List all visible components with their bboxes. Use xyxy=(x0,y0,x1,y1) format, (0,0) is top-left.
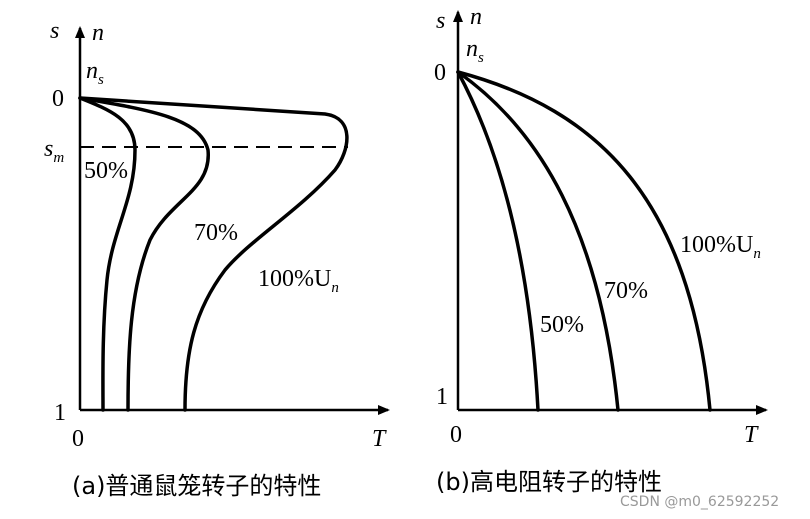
label: n xyxy=(86,58,98,84)
tick-label: 1 xyxy=(54,400,66,426)
curve-label: 70% xyxy=(604,278,648,304)
axis-label: n xyxy=(92,20,104,46)
watermark: CSDN @m0_62592252 xyxy=(620,494,779,510)
panel-b: s n ns 0 1 0 T 50% 70% 100%Un (b)高电阻转子的特… xyxy=(434,4,768,496)
axis-label: ns xyxy=(466,36,484,66)
axis-label: n xyxy=(470,4,482,30)
label-sub: n xyxy=(753,246,761,262)
curve-50 xyxy=(456,70,540,412)
tick-label: 0 xyxy=(52,86,64,112)
label-sub: n xyxy=(331,280,339,296)
axis-label: s xyxy=(50,18,59,44)
label-sub: s xyxy=(98,72,104,88)
curve-100 xyxy=(456,70,712,412)
caption: (b)高电阻转子的特性 xyxy=(436,468,662,496)
label-sub: s xyxy=(478,50,484,66)
label: n xyxy=(466,36,478,62)
tick-label: 1 xyxy=(436,384,448,410)
axis-label: s xyxy=(436,8,445,34)
curve-50 xyxy=(78,96,137,412)
tick-label: 0 xyxy=(450,422,462,448)
axis-label: ns xyxy=(86,58,104,88)
tick-label: 0 xyxy=(434,60,446,86)
axis-label: T xyxy=(744,422,759,448)
tick-label: 0 xyxy=(72,426,84,452)
label-sub: m xyxy=(53,150,64,166)
label: 100%U xyxy=(680,232,753,258)
curve-100 xyxy=(78,96,349,412)
curve-label: 100%Un xyxy=(258,266,339,296)
caption: (a)普通鼠笼转子的特性 xyxy=(72,472,321,500)
label: 100%U xyxy=(258,266,331,292)
curve-label: 50% xyxy=(84,158,128,184)
curve-label: 100%Un xyxy=(680,232,761,262)
axis-label: T xyxy=(372,426,387,452)
curve-label: 70% xyxy=(194,220,238,246)
curve-70 xyxy=(78,96,210,412)
panel-a: s n ns 0 sm 1 0 T 50% 70% 100%Un (a)普通鼠笼… xyxy=(44,18,390,500)
tick-label: sm xyxy=(44,136,64,166)
curve-label: 50% xyxy=(540,312,584,338)
label: s xyxy=(44,136,53,162)
curve-70 xyxy=(456,70,620,412)
